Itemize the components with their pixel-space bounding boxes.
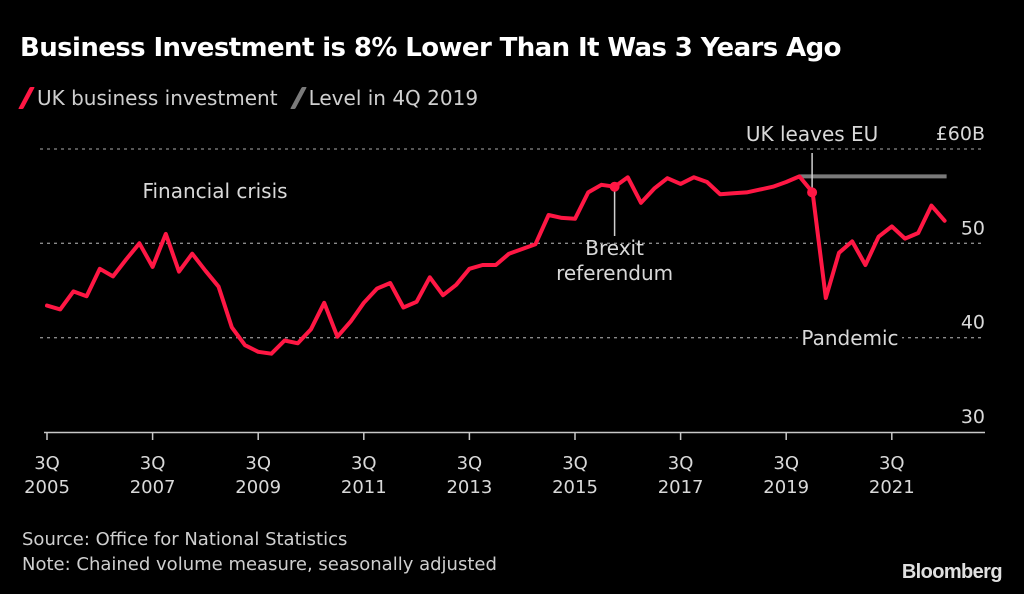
x-tick-label: 3Q	[773, 453, 799, 474]
x-tick-label: 2021	[869, 477, 915, 498]
source-note: Source: Office for National Statistics	[22, 529, 348, 550]
x-tick-label: 3Q	[668, 453, 694, 474]
x-tick-label: 2013	[446, 477, 492, 498]
legend-label: UK business investment	[37, 86, 278, 110]
x-tick-label: 2011	[341, 477, 387, 498]
x-tick-label: 3Q	[140, 453, 166, 474]
legend-label: Level in 4Q 2019	[308, 86, 479, 110]
y-tick-label: 40	[961, 312, 985, 334]
methodology-note: Note: Chained volume measure, seasonally…	[22, 554, 497, 575]
x-tick-label: 3Q	[879, 453, 905, 474]
annotation-brexit-referendum: Brexit	[585, 236, 644, 260]
x-tick-label: 2015	[552, 477, 598, 498]
x-tick-label: 3Q	[34, 453, 60, 474]
y-tick-label: 30	[961, 406, 985, 428]
annotation-marker	[609, 181, 620, 192]
x-tick-label: 2017	[658, 477, 704, 498]
bloomberg-logo: Bloomberg	[901, 561, 1003, 583]
x-tick-label: 3Q	[351, 453, 377, 474]
annotation-brexit-referendum: referendum	[556, 261, 673, 285]
annotation-marker	[807, 187, 818, 198]
y-tick-label: £60B	[936, 123, 985, 145]
legend-item-level: Level in 4Q 2019	[289, 86, 479, 110]
investment-line	[45, 174, 947, 356]
annotation-background	[798, 326, 902, 348]
x-tick-label: 2007	[130, 477, 176, 498]
x-tick-label: 2009	[235, 477, 281, 498]
x-tick-label: 2019	[763, 477, 809, 498]
x-tick-label: 2005	[24, 477, 70, 498]
annotation-pandemic: Pandemic	[801, 326, 898, 350]
annotation-uk-leaves-eu: UK leaves EU	[746, 122, 878, 146]
x-tick-label: 3Q	[562, 453, 588, 474]
x-tick-label: 3Q	[245, 453, 271, 474]
x-tick-label: 3Q	[457, 453, 483, 474]
y-tick-label: 50	[961, 217, 985, 239]
legend-item-investment: UK business investment	[18, 86, 278, 110]
chart-title: Business Investment is 8% Lower Than It …	[20, 33, 841, 63]
legend: UK business investment Level in 4Q 2019	[18, 86, 494, 110]
annotation-financial-crisis: Financial crisis	[142, 179, 287, 203]
